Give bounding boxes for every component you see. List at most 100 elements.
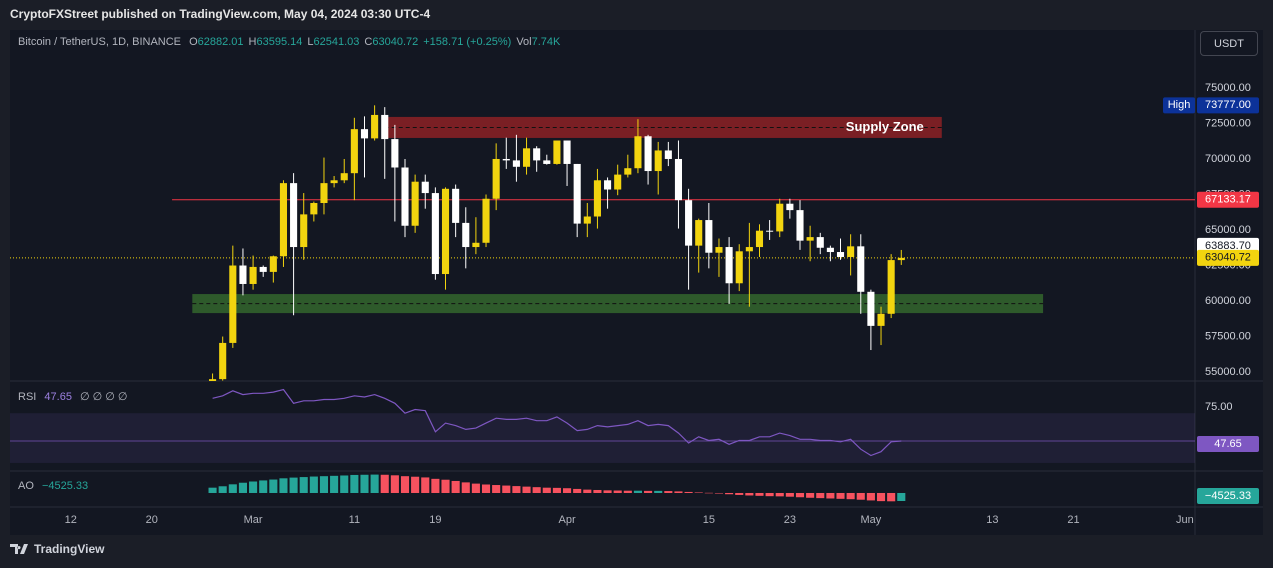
rsi-tag-bg	[1197, 435, 1259, 452]
ao-bar	[633, 490, 642, 493]
x-tick-label: 15	[703, 514, 715, 526]
ao-bar	[876, 492, 886, 502]
candle-body	[826, 247, 834, 253]
zone	[192, 294, 1044, 314]
ao-bar	[806, 492, 815, 498]
ao-bar	[208, 487, 217, 493]
x-tick-label: 13	[986, 514, 998, 526]
candle-body	[685, 200, 693, 246]
candle-body	[300, 214, 308, 248]
price-legend: Bitcoin / TetherUS, 1D, BINANCE O62882.0…	[18, 36, 560, 48]
currency-button[interactable]: USDT	[1200, 31, 1258, 56]
ao-bar	[603, 490, 612, 493]
candle-body	[593, 180, 601, 217]
candle-body	[421, 181, 429, 194]
y-tick-label: 75000.00	[1205, 82, 1251, 94]
candle-body	[401, 167, 409, 226]
candle-body	[340, 173, 348, 181]
y-tick-label: 57500.00	[1205, 330, 1251, 342]
candle-body	[816, 237, 824, 248]
candle-body	[786, 203, 794, 211]
x-tick-label: 12	[65, 514, 77, 526]
candle-body	[573, 163, 581, 224]
rsi-line	[212, 388, 902, 457]
ao-bar	[522, 486, 531, 493]
y-tick-label: 65000.00	[1205, 224, 1251, 236]
ao-bar	[390, 475, 399, 493]
rsi-band	[10, 413, 1195, 463]
logo	[10, 544, 28, 554]
high-label: High	[1168, 99, 1191, 111]
ao-bar	[846, 492, 855, 500]
x-tick-label: Jun	[1176, 514, 1194, 526]
x-tick-label: Apr	[558, 514, 575, 526]
x-tick-label: 11	[349, 514, 360, 526]
candle-body	[766, 230, 774, 232]
ohlc-value: 62882.01	[197, 36, 244, 48]
ao-bar	[400, 476, 410, 493]
ao-bar	[299, 477, 308, 493]
rsi-params: ∅ ∅ ∅ ∅	[80, 391, 128, 403]
ao-bar	[674, 491, 683, 493]
candle-body	[411, 181, 419, 226]
x-tick-label: 23	[784, 514, 796, 526]
candle-body	[725, 247, 733, 284]
ao-bar	[512, 486, 521, 493]
candle-body	[512, 160, 520, 167]
candle-body	[674, 158, 683, 201]
candle-body	[867, 291, 875, 326]
ao-bar	[897, 492, 906, 502]
ao-bar	[228, 484, 237, 493]
price-tag: 63040.72	[1205, 252, 1251, 264]
rsi-value: 47.65	[44, 391, 72, 403]
candle-body	[259, 266, 267, 272]
candle-body	[745, 247, 753, 252]
rsi-tag: 47.65	[1214, 438, 1242, 450]
ao-bar	[360, 474, 369, 493]
ao-title: AO	[18, 480, 34, 492]
ao-bar	[249, 481, 258, 493]
ao-bar	[623, 490, 632, 493]
y-tick-label: 70000.00	[1205, 153, 1251, 165]
ao-bar	[613, 490, 622, 493]
high-tag: 73777.00	[1205, 99, 1251, 111]
candle-body	[563, 140, 571, 164]
ao-bar	[785, 492, 794, 497]
ao-bar	[238, 482, 247, 493]
candle-body	[290, 183, 298, 248]
y-tick-label: 60000.00	[1205, 295, 1251, 307]
candle-body	[279, 183, 288, 257]
ao-bar	[704, 492, 713, 494]
ao-bar	[411, 476, 420, 493]
ao-bar	[502, 485, 511, 493]
ao-bar	[583, 489, 592, 493]
ao-bar	[380, 474, 389, 493]
high-tag-bg	[1197, 97, 1259, 114]
candle-body	[604, 180, 612, 190]
rsi-tick-label: 75.00	[1205, 401, 1233, 413]
ohlc-prefix: O	[189, 36, 198, 48]
candle-body	[462, 222, 470, 248]
candle-body	[522, 148, 531, 167]
candle-body	[695, 220, 703, 246]
ohlc-prefix: H	[248, 36, 257, 48]
ao-bar	[431, 478, 440, 493]
ao-bar	[532, 487, 541, 493]
candle-body	[492, 158, 500, 199]
candle-body	[229, 265, 237, 343]
candle-body	[735, 251, 743, 284]
candle-body	[381, 114, 389, 140]
zone	[384, 116, 942, 138]
ohlc-value: 63595.14	[256, 36, 303, 48]
candle-body	[847, 246, 855, 257]
ao-bar	[735, 492, 744, 495]
ao-bar	[289, 477, 298, 493]
ohlc-prefix: L	[307, 36, 314, 48]
ao-bar	[563, 488, 572, 493]
x-tick-label: 21	[1067, 514, 1079, 526]
ao-bar	[542, 487, 551, 493]
candle-body	[320, 183, 328, 204]
ao-bar	[218, 486, 227, 493]
